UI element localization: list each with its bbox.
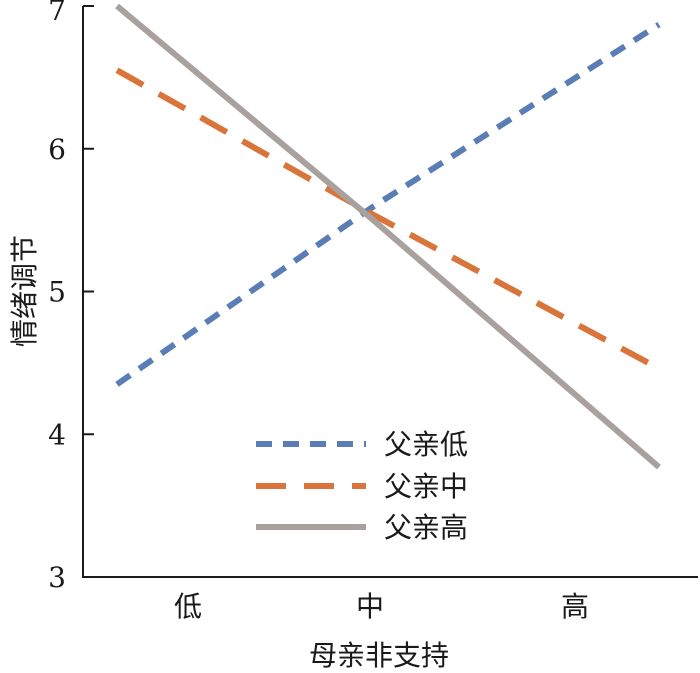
y-axis-title: 情绪调节 <box>8 235 41 347</box>
x-axis-title: 母亲非支持 <box>309 639 449 672</box>
series-line-1 <box>115 22 661 387</box>
y-tick-label: 3 <box>48 561 66 594</box>
y-tick-label: 4 <box>48 418 66 451</box>
x-tick-label: 低 <box>174 590 202 623</box>
y-tick-label: 5 <box>48 276 66 309</box>
x-tick-label: 高 <box>561 590 589 623</box>
series-line-3 <box>115 3 661 470</box>
series-lines <box>115 3 661 470</box>
y-tick-label: 6 <box>48 133 66 166</box>
series-line-2 <box>115 67 661 372</box>
y-tick-label: 7 <box>48 0 66 27</box>
legend-label: 父亲高 <box>384 511 468 544</box>
legend-label: 父亲中 <box>384 470 468 503</box>
x-tick-label: 中 <box>356 590 384 623</box>
legend-label: 父亲低 <box>384 428 468 461</box>
y-ticks: 3 4 5 6 7 <box>48 0 94 594</box>
x-ticks: 低中高 <box>174 590 589 623</box>
